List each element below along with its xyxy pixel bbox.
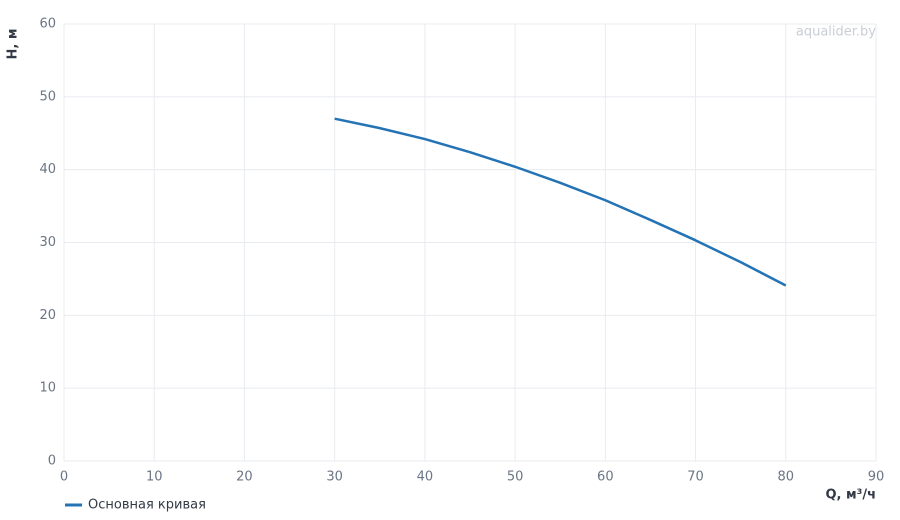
- x-tick-label: 50: [507, 470, 524, 485]
- x-tick-label: 10: [146, 470, 163, 485]
- line-series: [334, 117, 787, 287]
- y-tick-label: 30: [39, 235, 56, 250]
- x-tick-label: 70: [687, 470, 704, 485]
- x-tick-label: 0: [60, 470, 68, 485]
- y-tick-label: 10: [39, 381, 56, 396]
- y-tick-label: 40: [39, 162, 56, 177]
- x-tick-label: 90: [868, 470, 885, 485]
- y-axis-title: H, м: [6, 29, 21, 60]
- x-tick-label: 60: [597, 470, 614, 485]
- x-tick-label: 30: [326, 470, 343, 485]
- y-tick-label: 0: [48, 454, 56, 469]
- x-tick-label: 40: [417, 470, 434, 485]
- x-tick-label: 20: [236, 470, 253, 485]
- y-tick-label: 50: [39, 89, 56, 104]
- watermark: aqualider.by: [796, 25, 876, 40]
- y-tick-label: 60: [39, 17, 56, 32]
- y-tick-label: 20: [39, 308, 56, 323]
- legend-label: Основная кривая: [88, 498, 206, 513]
- x-tick-label: 80: [778, 470, 795, 485]
- x-axis-title: Q, м³/ч: [825, 488, 876, 503]
